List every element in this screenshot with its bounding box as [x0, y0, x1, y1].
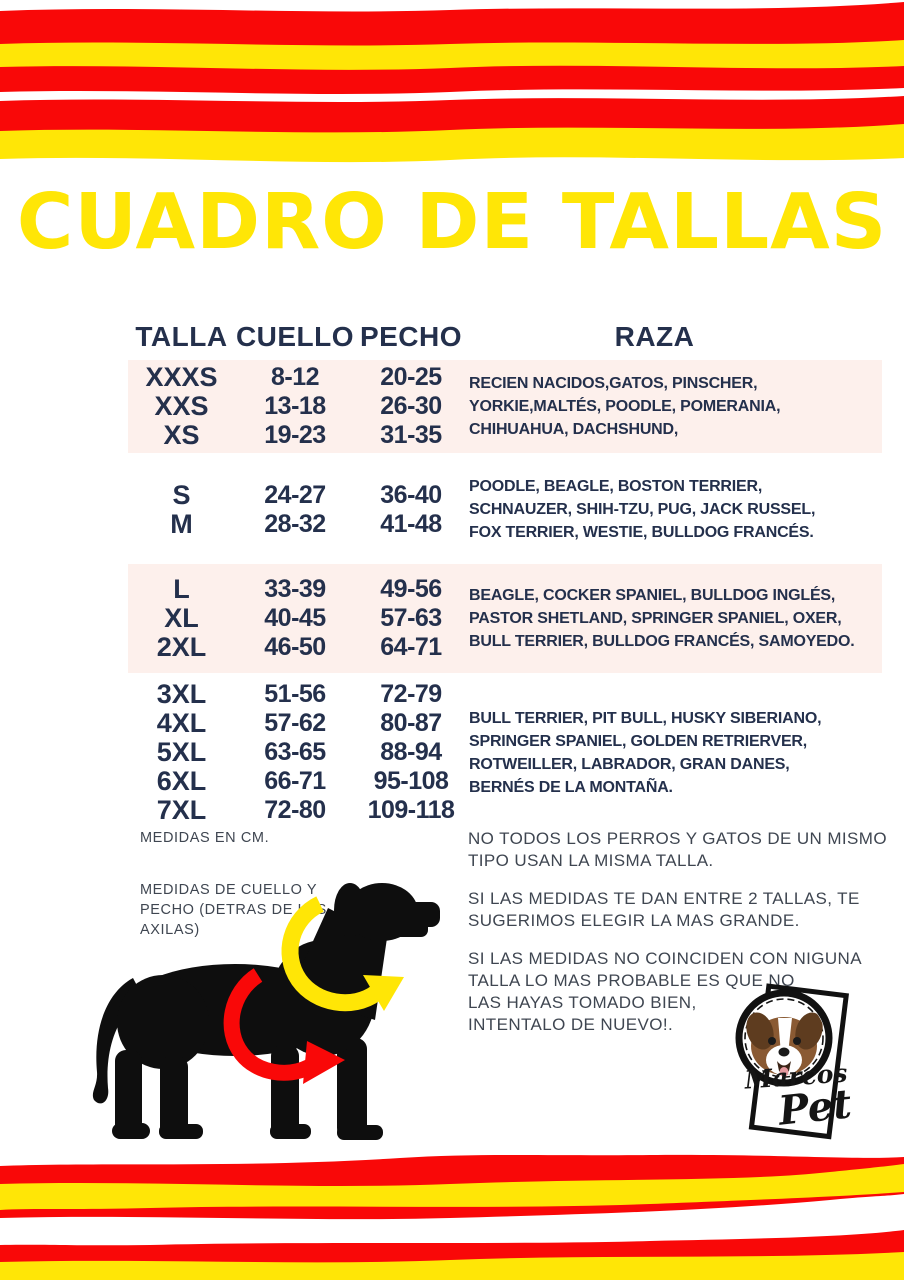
- neck-range: 13-18: [264, 392, 326, 420]
- header-cuello: CUELLO: [235, 321, 355, 352]
- page-title: CUADRO DE TALLAS: [16, 178, 888, 267]
- size-rows: XXXS 8-12 20-25 XXS 13-18 26-30 XS 19-23…: [128, 362, 467, 450]
- size-rows: 3XL 51-56 72-79 4XL 57-62 80-87 5XL 63-6…: [128, 679, 467, 825]
- size-group: L 33-39 49-56 XL 40-45 57-63 2XL 46-50 6…: [128, 564, 882, 673]
- size-row: 3XL 51-56 72-79: [128, 679, 467, 709]
- neck-range: 40-45: [264, 604, 326, 632]
- chest-range: 36-40: [380, 480, 442, 509]
- size-group: S 24-27 36-40 M 28-32 41-48 POODLE, BEAG…: [128, 475, 882, 544]
- size-label: L: [173, 574, 190, 604]
- size-row: XXXS 8-12 20-25: [128, 362, 467, 392]
- chest-range: 31-35: [380, 421, 442, 449]
- size-label: M: [170, 508, 193, 539]
- size-label: 2XL: [156, 632, 207, 662]
- neck-range: 46-50: [264, 633, 326, 661]
- chest-range: 109-118: [367, 796, 455, 824]
- chest-range: 88-94: [380, 738, 442, 766]
- chest-measure-arrow: [223, 968, 345, 1084]
- size-row: XS 19-23 31-35: [128, 420, 467, 450]
- chest-range: 80-87: [380, 709, 442, 737]
- neck-range: 72-80: [264, 796, 326, 824]
- size-row: XXS 13-18 26-30: [128, 391, 467, 421]
- size-row: M 28-32 41-48: [128, 508, 467, 539]
- chest-range: 57-63: [380, 604, 442, 632]
- header-talla: TALLA: [135, 321, 228, 352]
- chest-range: 49-56: [380, 575, 442, 603]
- breed-list: RECIEN NACIDOS,GATOS, PINSCHER, YORKIE,M…: [469, 375, 781, 438]
- header-raza: RAZA: [614, 321, 695, 352]
- size-row: 2XL 46-50 64-71: [128, 632, 467, 662]
- size-label: 7XL: [156, 795, 207, 825]
- header-pecho: PECHO: [359, 321, 463, 352]
- neck-range: 8-12: [270, 363, 320, 391]
- size-table: TALLA CUELLO PECHO RAZA XXXS 8-12 20-25 …: [128, 321, 882, 830]
- breed-list: POODLE, BEAGLE, BOSTON TERRIER, SCHNAUZE…: [469, 478, 816, 541]
- size-label: S: [172, 479, 191, 510]
- size-row: 6XL 66-71 95-108: [128, 766, 467, 796]
- chest-range: 64-71: [380, 633, 442, 661]
- advice-text-block: NO TODOS LOS PERROS Y GATOS DE UN MISMO …: [468, 828, 896, 1052]
- chest-range: 26-30: [380, 392, 442, 420]
- size-label: 3XL: [156, 679, 207, 709]
- neck-range: 24-27: [264, 480, 326, 509]
- chest-range: 20-25: [380, 363, 442, 391]
- neck-range: 19-23: [264, 421, 326, 449]
- advice-paragraph: NO TODOS LOS PERROS Y GATOS DE UN MISMO …: [468, 829, 887, 870]
- chest-range: 72-79: [380, 680, 442, 708]
- size-label: XXXS: [145, 362, 218, 392]
- units-note: MEDIDAS EN CM.: [140, 830, 270, 846]
- neck-range: 51-56: [264, 680, 326, 708]
- size-label: 4XL: [156, 708, 207, 738]
- dog-measure-illustration: [92, 883, 440, 1140]
- chest-range: 41-48: [380, 509, 442, 538]
- puppy-face: [746, 1012, 823, 1077]
- size-rows: L 33-39 49-56 XL 40-45 57-63 2XL 46-50 6…: [128, 574, 467, 662]
- size-row: S 24-27 36-40: [128, 479, 467, 510]
- advice-paragraph: SI LAS MEDIDAS TE DAN ENTRE 2 TALLAS, TE…: [468, 889, 860, 930]
- neck-measure-arrow: [281, 896, 404, 1012]
- size-row: XL 40-45 57-63: [128, 603, 467, 633]
- brand-logo: Marcos Pet: [726, 980, 866, 1155]
- size-row: 7XL 72-80 109-118: [128, 795, 467, 825]
- size-label: 5XL: [156, 737, 207, 767]
- size-row: 4XL 57-62 80-87: [128, 708, 467, 738]
- size-group: 3XL 51-56 72-79 4XL 57-62 80-87 5XL 63-6…: [128, 675, 882, 830]
- size-label: 6XL: [156, 766, 207, 796]
- advice-paragraph: SI LAS MEDIDAS NO COINCIDEN CON NIGUNA T…: [468, 949, 862, 1034]
- top-stripes-decoration: [0, 2, 904, 163]
- neck-range: 57-62: [264, 709, 326, 737]
- size-row: 5XL 63-65 88-94: [128, 737, 467, 767]
- chest-range: 95-108: [373, 767, 449, 795]
- breed-list: BULL TERRIER, PIT BULL, HUSKY SIBERIANO,…: [469, 709, 822, 796]
- size-label: XL: [164, 603, 199, 633]
- size-rows: S 24-27 36-40 M 28-32 41-48: [128, 475, 467, 544]
- neck-range: 28-32: [264, 509, 326, 538]
- size-group: XXXS 8-12 20-25 XXS 13-18 26-30 XS 19-23…: [128, 360, 882, 453]
- size-row: L 33-39 49-56: [128, 574, 467, 604]
- neck-range: 63-65: [264, 738, 326, 766]
- size-label: XXS: [154, 391, 209, 421]
- neck-range: 66-71: [264, 767, 326, 795]
- dog-silhouette: [92, 883, 440, 1140]
- size-label: XS: [163, 420, 200, 450]
- bottom-stripes-decoration: [0, 1154, 904, 1280]
- neck-range: 33-39: [264, 575, 326, 603]
- breed-list: BEAGLE, COCKER SPANIEL, BULLDOG INGLÉS, …: [469, 587, 855, 650]
- table-header-row: TALLA CUELLO PECHO RAZA: [128, 321, 882, 352]
- table-body: XXXS 8-12 20-25 XXS 13-18 26-30 XS 19-23…: [128, 360, 882, 830]
